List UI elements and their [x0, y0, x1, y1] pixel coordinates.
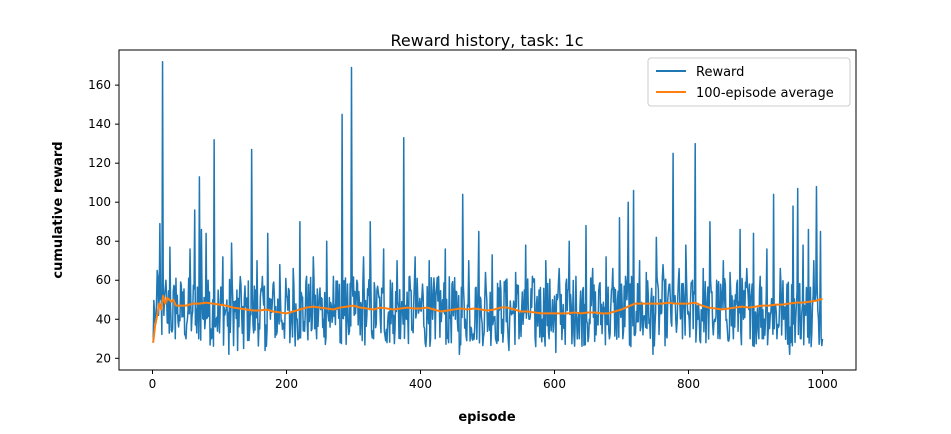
x-axis: 0 200 400 600 800 1000: [149, 370, 838, 391]
x-axis-label: episode: [458, 410, 516, 425]
y-tick-label-140: 140: [88, 117, 111, 131]
x-tick-label-600: 600: [543, 377, 566, 391]
x-tick-label-800: 800: [677, 377, 700, 391]
series-line-100-episode-average: [152, 294, 823, 343]
series-layer: [152, 60, 824, 356]
series-line-reward: [152, 60, 824, 356]
x-tick-label-1000: 1000: [807, 377, 838, 391]
plot-frame: [118, 49, 857, 371]
x-tick-label-0: 0: [149, 377, 157, 391]
legend-box: [647, 57, 851, 107]
y-tick-label-80: 80: [96, 234, 111, 248]
x-tick-label-400: 400: [409, 377, 432, 391]
y-axis-label: cumulative reward: [51, 141, 66, 278]
legend-label-reward: Reward: [696, 65, 744, 80]
chart-title: Reward history, task: 1c: [390, 31, 583, 50]
y-tick-label-120: 120: [88, 156, 111, 170]
y-tick-label-20: 20: [96, 351, 111, 365]
x-tick-label-200: 200: [275, 377, 298, 391]
y-axis: 20 40 60 80 100 120 140 160: [88, 78, 119, 365]
y-tick-label-40: 40: [96, 312, 111, 326]
y-tick-label-160: 160: [88, 78, 111, 92]
legend: Reward 100-episode average: [647, 57, 851, 107]
y-tick-label-60: 60: [96, 273, 111, 287]
y-tick-label-100: 100: [88, 195, 111, 209]
legend-label-average: 100-episode average: [696, 86, 834, 101]
